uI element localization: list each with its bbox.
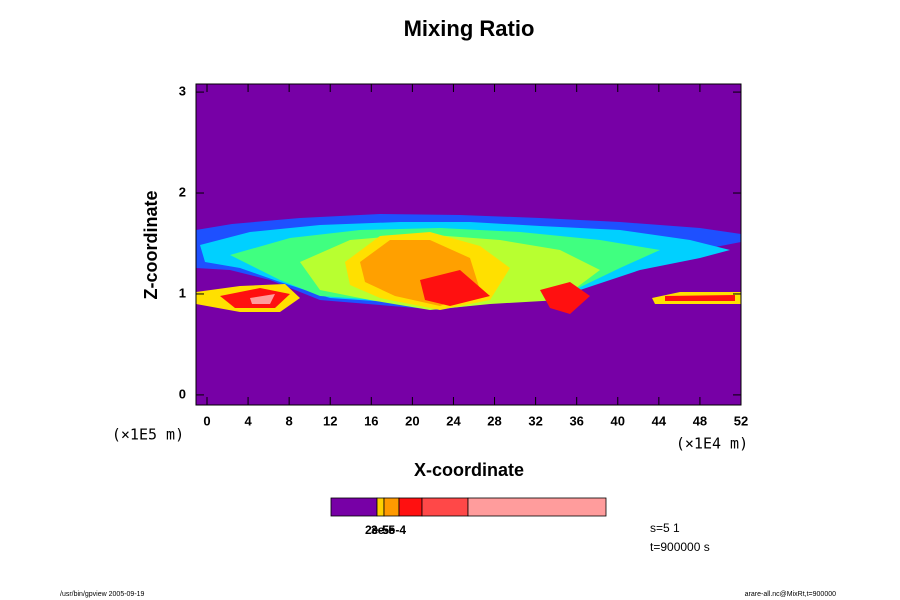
- x-tick-label: 20: [405, 413, 419, 428]
- x-axis-title: X-coordinate: [414, 460, 524, 480]
- x-tick-label: 12: [323, 413, 337, 428]
- x-tick-label: 8: [286, 413, 293, 428]
- y-axis-unit: (×1E5 m): [112, 426, 184, 444]
- y-tick-label: 2: [179, 184, 186, 199]
- footer: arare-all.nc@MixRt,t=900000: [745, 591, 836, 598]
- field-region: [250, 294, 275, 304]
- x-tick-label: 0: [203, 413, 210, 428]
- field-region: [540, 282, 590, 314]
- colorbar-segment: [467, 497, 607, 517]
- x-tick-label: 36: [569, 413, 583, 428]
- colorbar-segment: [383, 497, 400, 517]
- colorbar-segment: [421, 497, 469, 517]
- y-axis-title: Z-coordinate: [141, 190, 161, 299]
- x-tick-label: 52: [734, 413, 748, 428]
- x-tick-label: 40: [611, 413, 625, 428]
- x-tick-label: 4: [244, 413, 252, 428]
- footer: /usr/bin/gpview 2005-09-19: [60, 591, 145, 598]
- colorbar-segment: [330, 497, 378, 517]
- field-region: [665, 295, 735, 301]
- field: [196, 84, 741, 405]
- x-tick-label: 44: [652, 413, 667, 428]
- colorbar-label: 2e-5: [365, 523, 389, 537]
- x-tick-label: 16: [364, 413, 378, 428]
- x-tick-label: 32: [528, 413, 542, 428]
- x-tick-label: 28: [487, 413, 501, 428]
- note: s=5 1: [650, 521, 680, 535]
- chart-title: Mixing Ratio: [404, 16, 535, 41]
- x-tick-label: 48: [693, 413, 707, 428]
- x-tick-label: 24: [446, 413, 461, 428]
- y-tick-label: 1: [179, 285, 186, 300]
- colorbar-label: 3e-5: [371, 523, 395, 537]
- plot-frame: [195, 83, 742, 406]
- field-region: [420, 270, 490, 306]
- note: t=900000 s: [650, 540, 710, 554]
- y-tick-label: 0: [179, 386, 186, 401]
- colorbar-segment: [398, 497, 423, 517]
- colorbar-label: 5e-4: [382, 523, 406, 537]
- x-axis-unit: (×1E4 m): [676, 435, 748, 453]
- y-tick-label: 3: [179, 84, 186, 99]
- colorbar-segment: [376, 497, 385, 517]
